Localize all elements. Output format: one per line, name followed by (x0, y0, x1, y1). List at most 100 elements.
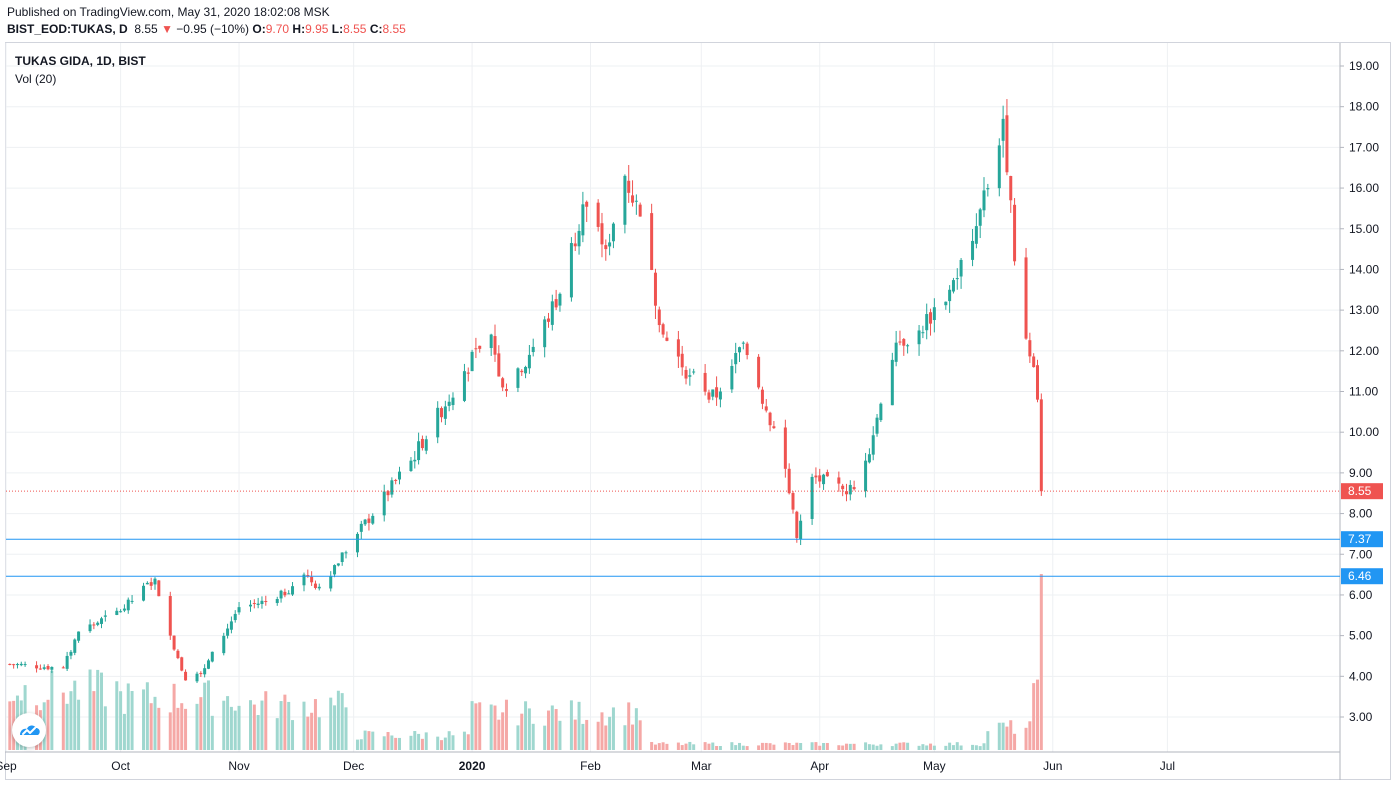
volume-bar (497, 719, 501, 750)
candle-body (474, 348, 478, 350)
candle-body (493, 336, 497, 355)
candle-body (902, 339, 906, 346)
candle-body (12, 664, 16, 666)
volume-bar (688, 741, 692, 750)
candle-body (73, 639, 77, 653)
candle-body (489, 334, 493, 349)
volume-bar (738, 742, 742, 750)
volume-bar (184, 708, 188, 750)
volume-bar (711, 742, 715, 750)
symbol-name: BIST_EOD:TUKAS, D (7, 22, 128, 36)
candle-body (822, 474, 826, 485)
candle-body (768, 412, 772, 426)
volume-bar (46, 699, 50, 750)
volume-bar (852, 743, 856, 750)
candle-body (844, 491, 848, 495)
volume-bar (313, 699, 317, 750)
volume-bar (932, 745, 936, 750)
volume-bar (333, 705, 337, 750)
candle-body (413, 459, 417, 462)
y-tick-label: 5.00 (1349, 629, 1373, 643)
symbol-info-line: BIST_EOD:TUKAS, D 8.55 ▼ −0.95 (−10%) O:… (7, 22, 406, 36)
candle-body (906, 345, 910, 347)
candle-body (864, 460, 868, 492)
candle-body (638, 204, 642, 217)
candle-body (92, 624, 96, 626)
candle-body (627, 180, 631, 193)
candle-body (397, 471, 401, 480)
candle-body (340, 552, 344, 562)
volume-bar (982, 743, 986, 750)
candle-body (470, 351, 474, 372)
candle-body (172, 635, 176, 650)
volume-bar (50, 670, 54, 750)
candle-body (390, 480, 394, 495)
candle-body (359, 523, 363, 532)
price-label-box (1341, 568, 1383, 585)
candle-body (585, 201, 589, 207)
volume-bar (944, 745, 948, 750)
candle-body (180, 657, 184, 671)
volume-bar (260, 700, 264, 750)
candle-body (371, 515, 375, 524)
candle-body (676, 339, 680, 357)
volume-bar (283, 694, 287, 750)
volume-bar (1035, 679, 1039, 750)
volume-bar (275, 718, 279, 750)
volume-bar (524, 701, 528, 750)
x-tick-label: Oct (111, 759, 130, 773)
candle-body (96, 622, 100, 625)
candle-body (1013, 204, 1017, 262)
candle-body (157, 580, 161, 597)
volume-bar (249, 700, 253, 750)
candle-body (478, 345, 482, 349)
candle-body (222, 635, 226, 654)
volume-bar (573, 719, 577, 750)
candle-body (1024, 257, 1028, 339)
candle-body (501, 378, 505, 388)
candle-body (203, 668, 207, 675)
candle-body (1032, 356, 1036, 368)
candle-body (46, 666, 50, 670)
volume-bar (604, 725, 608, 750)
candle-body (206, 660, 210, 669)
volume-bar (929, 743, 933, 750)
candle-body (15, 664, 19, 666)
volume-bar (997, 722, 1001, 750)
volume-bar (149, 703, 153, 750)
candle-body (932, 307, 936, 321)
volume-bar (585, 719, 589, 750)
volume-bar (367, 731, 371, 750)
x-tick-label: Nov (228, 759, 249, 773)
candle-body (287, 593, 291, 595)
candle-body (810, 476, 814, 519)
volume-bar (627, 702, 631, 750)
volume-bar (382, 736, 386, 750)
price-label: 8.55 (1348, 484, 1372, 498)
candle-body (386, 491, 390, 496)
candle-body (38, 668, 42, 670)
volume-bar (1001, 722, 1005, 750)
candle-body (122, 608, 126, 611)
volume-bar (103, 706, 107, 750)
volume-bar (650, 741, 654, 750)
candle-body (852, 487, 856, 490)
candle-body (1001, 118, 1005, 141)
y-tick-label: 17.00 (1349, 140, 1379, 154)
candle-body (974, 226, 978, 244)
volume-bar (986, 731, 990, 750)
volume-bar (264, 691, 268, 750)
candle-body (848, 484, 852, 495)
volume-bar (397, 737, 401, 750)
x-tick-label: Jun (1043, 759, 1062, 773)
volume-bar (894, 743, 898, 750)
candle-body (898, 341, 902, 343)
candle-body (310, 576, 314, 583)
volume-bar (764, 742, 768, 750)
candle-body (715, 387, 719, 398)
volume-bar (844, 743, 848, 750)
candle-body (256, 603, 260, 605)
tradingview-logo-icon[interactable] (12, 713, 46, 747)
low-value: 8.55 (343, 22, 367, 36)
